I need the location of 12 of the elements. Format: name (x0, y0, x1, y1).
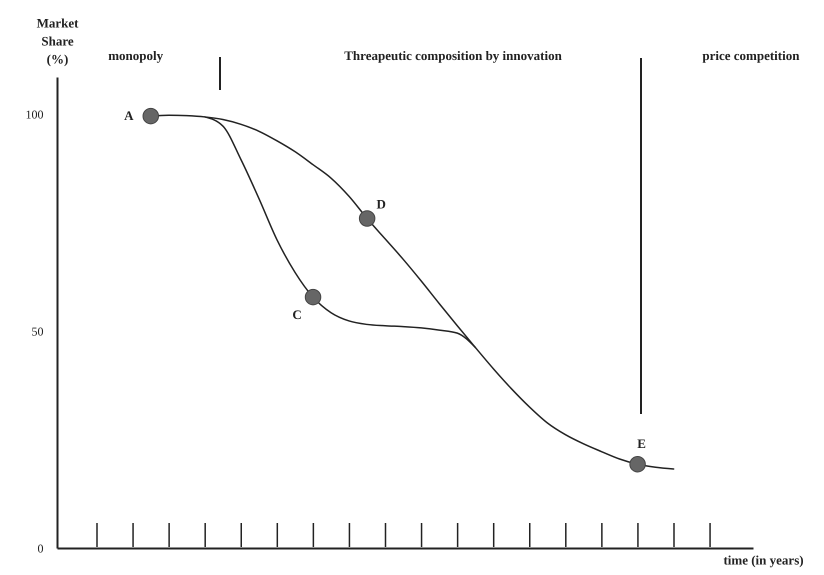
x-axis-title: time (in years) (723, 552, 804, 568)
annotation: C (292, 307, 302, 322)
annotation: D (376, 196, 386, 212)
text: price competition (702, 48, 800, 63)
annotation: A (124, 108, 134, 124)
y-tick-label: 50 (32, 324, 44, 338)
y-tick-label: 0 (38, 542, 44, 556)
y-tick-label: 100 (26, 107, 44, 122)
annotation: E (637, 436, 646, 452)
text: Threapeutic composition by innovation (344, 48, 563, 63)
text: monopoly (108, 48, 164, 63)
y-axis-title: Market Share (%) (36, 16, 80, 66)
